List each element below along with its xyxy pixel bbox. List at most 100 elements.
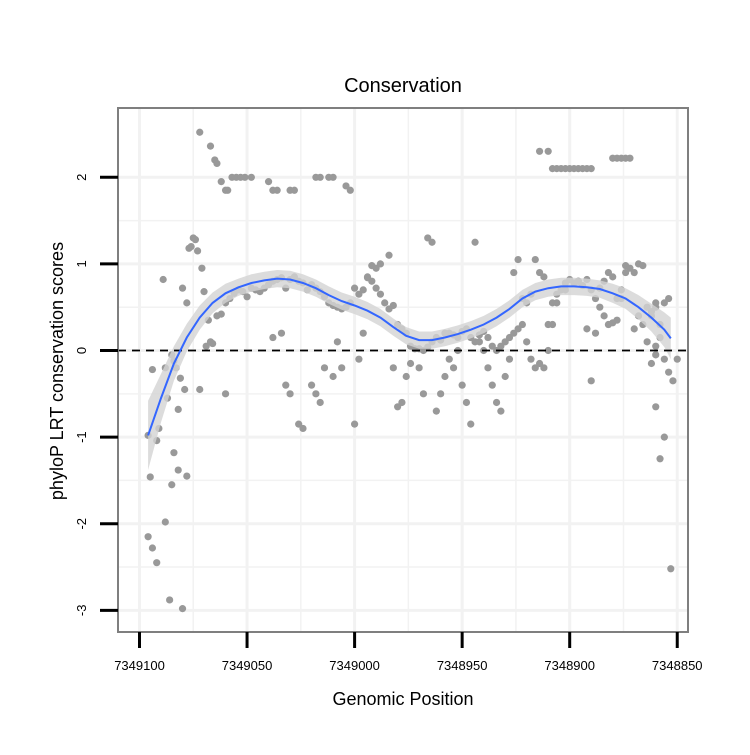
y-tick-label: 2 (74, 174, 89, 181)
data-point (148, 365, 157, 374)
data-point (329, 173, 337, 181)
data-point (217, 178, 225, 186)
data-point (381, 299, 389, 307)
confidence-ribbon (148, 270, 671, 470)
data-point (187, 242, 195, 251)
data-point (178, 284, 187, 292)
data-point (206, 142, 215, 150)
data-point (329, 372, 337, 381)
data-point (527, 355, 535, 363)
data-point (359, 286, 367, 294)
data-point (286, 390, 294, 398)
data-point (168, 481, 176, 489)
data-point (359, 329, 367, 337)
gridlines (118, 108, 688, 632)
data-point (437, 390, 445, 398)
data-point (669, 377, 677, 385)
data-point (639, 262, 647, 270)
data-point (398, 398, 406, 407)
data-point (183, 299, 191, 307)
data-point (170, 449, 178, 457)
data-point (471, 238, 479, 246)
data-point (153, 559, 161, 567)
data-point (363, 273, 372, 281)
data-point (299, 424, 307, 433)
data-point (441, 372, 449, 381)
data-point (660, 355, 668, 363)
data-point (290, 186, 298, 194)
data-point (467, 420, 475, 428)
data-point (535, 147, 544, 155)
data-point (346, 186, 354, 194)
data-point (518, 320, 526, 329)
data-point (622, 268, 630, 277)
data-point (333, 338, 341, 346)
data-point (475, 338, 483, 346)
x-tick-label: 7349100 (114, 658, 165, 673)
data-point (264, 178, 273, 186)
data-point (385, 251, 393, 259)
data-point (591, 329, 600, 337)
data-point (269, 333, 277, 342)
data-point (316, 173, 324, 181)
data-point (307, 381, 316, 389)
data-point (613, 316, 621, 324)
data-point (505, 355, 514, 363)
data-point (376, 290, 385, 298)
data-point (243, 293, 251, 301)
x-axis-title: Genomic Position (332, 689, 473, 709)
data-point (389, 301, 397, 310)
data-point (652, 403, 660, 411)
data-point (193, 247, 202, 255)
data-point (510, 268, 518, 277)
data-point (159, 275, 167, 284)
x-tick-label: 7348850 (652, 658, 703, 673)
data-point (501, 372, 509, 381)
data-point (191, 236, 200, 244)
data-point (213, 159, 221, 168)
data-point (277, 329, 286, 337)
data-point (488, 381, 496, 389)
y-tick-label: -3 (74, 605, 89, 617)
data-point (428, 238, 436, 246)
data-point (553, 299, 561, 307)
data-point (667, 565, 675, 573)
data-point (540, 364, 548, 372)
data-point (402, 372, 410, 381)
data-point (166, 596, 174, 604)
x-tick-label: 7348950 (437, 658, 488, 673)
data-point (320, 364, 329, 372)
data-point (544, 346, 552, 355)
data-point (458, 381, 466, 389)
data-point (146, 473, 154, 481)
data-point (221, 390, 230, 398)
data-point (372, 284, 380, 292)
data-point (161, 518, 169, 526)
data-point (548, 320, 557, 329)
data-point (540, 273, 548, 281)
data-point (200, 288, 208, 296)
data-point (462, 398, 471, 407)
data-point (178, 605, 187, 613)
data-point (316, 398, 324, 407)
data-point (652, 342, 660, 350)
data-point (587, 165, 595, 173)
data-point (665, 368, 673, 376)
data-point (148, 544, 157, 552)
data-point (665, 294, 673, 303)
y-axis-title: phyloP LRT conservation scores (47, 242, 67, 500)
data-point (656, 455, 664, 463)
data-point (596, 303, 604, 311)
data-point (419, 390, 428, 398)
data-point (174, 405, 182, 414)
data-point (198, 264, 206, 272)
data-point (247, 173, 255, 181)
data-point (497, 407, 505, 415)
data-point (484, 333, 492, 342)
data-point (312, 390, 320, 398)
data-point (544, 147, 552, 155)
data-point (376, 260, 385, 268)
data-point (355, 355, 363, 363)
